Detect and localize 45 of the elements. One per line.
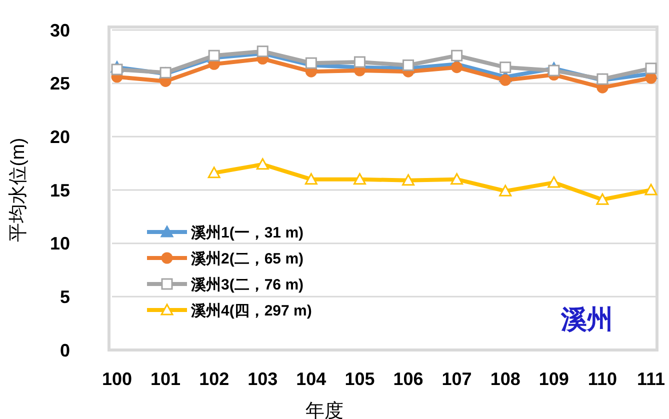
annotation: 溪州 xyxy=(560,305,613,335)
x-tick-label: 106 xyxy=(393,369,424,389)
point xyxy=(500,74,512,86)
point xyxy=(451,50,463,62)
x-tick-label: 110 xyxy=(588,369,617,389)
y-tick-label: 0 xyxy=(60,340,70,360)
y-tick-label: 5 xyxy=(60,286,70,307)
x-tick-label: 108 xyxy=(490,369,520,389)
point xyxy=(208,166,220,178)
x-axis-title: 年度 xyxy=(306,400,344,419)
point xyxy=(596,193,609,205)
point xyxy=(450,173,464,185)
point xyxy=(354,56,366,68)
point xyxy=(500,62,512,74)
legend-label: 溪州4(四，297 m) xyxy=(190,302,312,320)
x-tick-label: 107 xyxy=(442,369,472,389)
x-tick-label: 103 xyxy=(248,369,278,389)
point xyxy=(256,158,269,170)
point xyxy=(645,62,657,74)
legend-label: 溪州3(二，76 m) xyxy=(190,276,304,294)
y-tick-label: 15 xyxy=(50,180,70,200)
point xyxy=(548,176,560,188)
point xyxy=(111,64,123,76)
x-tick-label: 102 xyxy=(199,369,230,389)
point xyxy=(353,173,366,185)
y-axis-title: 平均水位(m) xyxy=(8,138,29,242)
y-tick-label: 30 xyxy=(50,20,70,40)
point xyxy=(644,184,658,196)
y-tick-label: 20 xyxy=(50,126,70,147)
point xyxy=(402,59,414,71)
x-tick-label: 104 xyxy=(296,369,326,389)
point xyxy=(451,62,463,74)
y-tick-label: 25 xyxy=(50,74,70,94)
legend-label: 溪州2(二，65 m) xyxy=(190,250,304,268)
point xyxy=(402,174,415,186)
x-tick-label: 111 xyxy=(636,369,666,389)
x-tick-label: 100 xyxy=(102,369,132,389)
point xyxy=(304,173,318,185)
x-tick-label: 101 xyxy=(150,369,181,389)
x-tick-label: 109 xyxy=(538,369,569,389)
y-tick-label: 10 xyxy=(50,234,70,254)
x-tick-label: 105 xyxy=(344,369,375,389)
point xyxy=(548,64,560,76)
point xyxy=(499,184,512,196)
legend-label: 溪州1(一，31 m) xyxy=(190,224,304,242)
